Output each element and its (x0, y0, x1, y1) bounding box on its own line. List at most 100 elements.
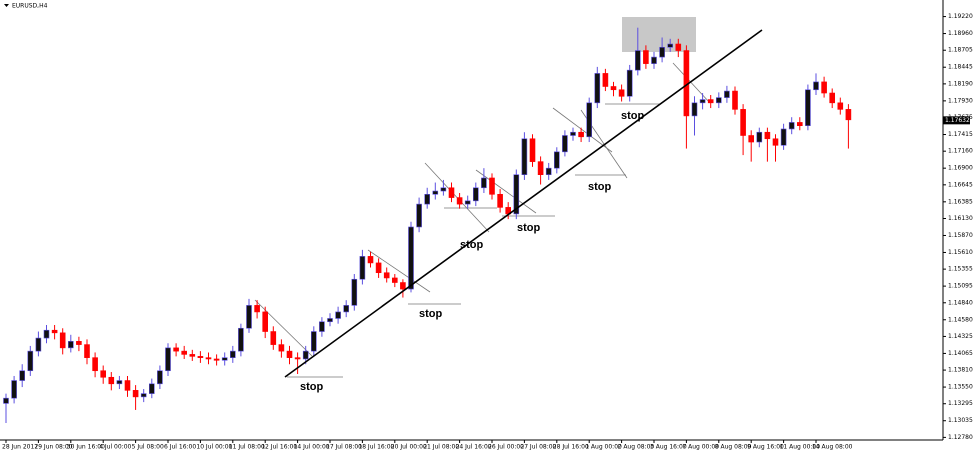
y-tick-label: 1.15610 (948, 249, 973, 256)
y-tick-label: 1.16385 (948, 198, 973, 205)
candle-body (383, 272, 390, 279)
y-tick-label: 1.19220 (948, 13, 973, 20)
candle-body (27, 350, 34, 372)
x-tick-label: 24 Jul 16:00 (456, 444, 492, 451)
y-tick-label: 1.18705 (948, 47, 973, 54)
price-box (943, 116, 970, 125)
candle-body (254, 305, 260, 313)
candle-body (764, 131, 771, 140)
candle-body (400, 282, 406, 290)
x-tick-label: 14 Jul 00:00 (294, 444, 330, 451)
y-tick-label: 1.14580 (948, 316, 973, 323)
x-tick-label: 21 Jul 08:00 (423, 444, 459, 451)
candle-body (213, 358, 220, 361)
candle-body (610, 86, 617, 91)
stop-label: stop (517, 222, 541, 234)
candle-body (715, 97, 722, 104)
x-tick-label: 20 Jul 00:00 (391, 444, 427, 451)
pullback-line (367, 249, 431, 293)
x-tick-label: 28 Jun 2017 (2, 444, 38, 451)
y-tick-label: 1.18445 (948, 64, 973, 71)
stop-label: stop (621, 110, 645, 122)
candle-body (181, 350, 187, 355)
stop-label: stop (300, 381, 324, 393)
candle-body (343, 305, 350, 313)
candle-body (813, 81, 819, 91)
candle-body (626, 69, 633, 97)
highlight-zone (622, 17, 696, 52)
candle-body (618, 89, 625, 97)
y-tick-label: 1.13295 (948, 400, 973, 407)
candle-body (230, 350, 236, 358)
x-tick-label: 14 Aug 08:00 (812, 444, 853, 451)
candle-body (432, 190, 439, 195)
x-tick-label: 11 Aug 00:00 (780, 444, 821, 451)
x-tick-label: 18 Jul 16:00 (358, 444, 394, 451)
candle-body (513, 174, 520, 215)
candle-body (367, 256, 374, 264)
candle-body (448, 187, 455, 198)
y-tick-label: 1.15355 (948, 266, 973, 273)
candle-body (11, 380, 17, 399)
stop-label: stop (588, 181, 612, 193)
candle-body (246, 305, 252, 329)
y-tick-label: 1.17160 (948, 148, 973, 155)
candle-body (35, 337, 42, 352)
x-tick-label: 3 Aug 16:00 (650, 444, 687, 451)
y-tick-label: 1.17415 (948, 131, 973, 138)
x-tick-label: 12 Jul 16:00 (261, 444, 297, 451)
y-tick-label: 1.16900 (948, 165, 973, 172)
y-tick-label: 1.18190 (948, 80, 973, 87)
candle-body (464, 200, 471, 205)
candle-body (440, 187, 447, 192)
y-tick-label: 1.15870 (948, 232, 973, 239)
candle-body (634, 50, 641, 71)
candle-body (262, 311, 269, 332)
pullback-line (475, 169, 537, 214)
candle-body (643, 50, 649, 64)
candle-body (699, 99, 706, 104)
y-tick-label: 1.13550 (948, 384, 973, 391)
candle-body (157, 370, 163, 385)
chart-title: EURUSD,H4 (12, 3, 48, 10)
candle-body (286, 350, 293, 358)
candle-body (189, 354, 196, 357)
candle-body (659, 46, 665, 58)
candle-body (497, 194, 503, 208)
y-tick-label: 1.18960 (948, 30, 973, 37)
candle-body (310, 331, 317, 352)
candle-body (691, 102, 698, 117)
candle-body (221, 357, 228, 361)
candle-body (489, 177, 495, 195)
candle-body (586, 102, 593, 138)
candle-body (481, 177, 487, 189)
stop-label: stop (419, 308, 443, 320)
candle-body (238, 327, 244, 352)
candle-body (424, 194, 431, 205)
candle-body (165, 347, 171, 372)
candle-body (780, 128, 787, 146)
candle-body (270, 331, 277, 345)
candle-body (3, 397, 9, 404)
x-tick-label: 8 Aug 08:00 (715, 444, 752, 451)
x-tick-label: 10 Jul 00:00 (196, 444, 232, 451)
candle-body (724, 90, 730, 98)
y-tick-label: 1.13035 (948, 417, 973, 424)
candle-body (796, 122, 803, 126)
candle-body (294, 357, 301, 360)
candles (3, 27, 852, 424)
x-tick-label: 28 Jul 16:00 (553, 444, 589, 451)
candle-body (173, 347, 179, 352)
y-tick-label: 1.16130 (948, 215, 973, 222)
candle-body (76, 341, 82, 345)
candle-body (788, 122, 795, 130)
candle-body (408, 226, 414, 290)
candle-body (570, 131, 576, 136)
price-label: 1.17632 (945, 117, 970, 124)
x-tick-label: 5 Jul 08:00 (132, 444, 164, 451)
candle-body (805, 89, 811, 126)
candle-body (772, 138, 779, 146)
candle-body (562, 135, 568, 153)
y-tick-label: 1.17930 (948, 97, 973, 104)
